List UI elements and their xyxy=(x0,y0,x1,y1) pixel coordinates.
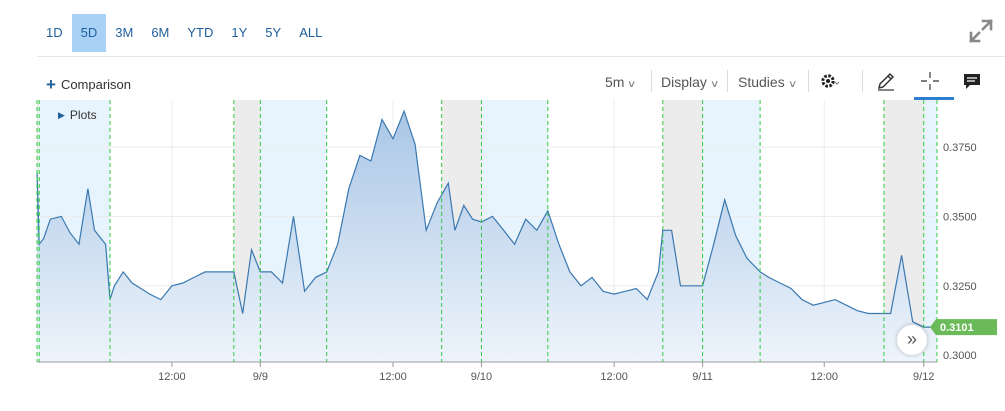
scroll-to-latest-button[interactable]: » xyxy=(897,325,927,355)
chevron-down-icon: ∨ xyxy=(787,79,798,90)
range-5y-button[interactable]: 5Y xyxy=(265,25,282,40)
display-label: Display xyxy=(661,74,707,90)
range-6m-button[interactable]: 6M xyxy=(151,25,170,40)
toolbar-separator xyxy=(862,70,863,92)
y-tick-label: 0.3500 xyxy=(943,211,977,223)
plots-toggle[interactable]: ▶ Plots xyxy=(58,108,97,122)
session-shade xyxy=(923,100,937,362)
last-price-badge: 0.3101 xyxy=(930,319,997,336)
comparison-button[interactable]: + Comparison xyxy=(46,75,131,95)
crosshair-icon[interactable] xyxy=(919,70,941,92)
last-price-label: 0.3101 xyxy=(940,322,974,334)
x-tick-label: 12:00 xyxy=(810,371,838,383)
y-tick-label: 0.3750 xyxy=(943,142,977,154)
pencil-draw-icon[interactable] xyxy=(875,70,897,92)
expand-icon[interactable] xyxy=(968,18,994,44)
interval-label: 5m xyxy=(605,74,625,90)
settings-gear-icon[interactable] xyxy=(819,70,841,92)
toolbar-separator xyxy=(808,70,809,92)
x-tick-label: 9/9 xyxy=(253,371,268,383)
x-tick-label: 12:00 xyxy=(379,371,407,383)
range-5d-button[interactable]: 5D xyxy=(71,14,107,52)
range-1d-button[interactable]: 1D xyxy=(46,25,63,40)
toolbar-divider xyxy=(37,56,1005,57)
comment-icon[interactable] xyxy=(961,70,983,92)
range-3m-button[interactable]: 3M xyxy=(115,25,134,40)
y-tick-label: 0.3250 xyxy=(943,281,977,293)
triangle-right-icon: ▶ xyxy=(58,110,65,120)
price-line xyxy=(36,109,937,328)
studies-dropdown[interactable]: Studies ∨ xyxy=(738,74,798,90)
range-1y-button[interactable]: 1Y xyxy=(231,25,248,40)
active-tool-indicator xyxy=(914,97,954,100)
chevron-down-icon: ∨ xyxy=(627,79,637,90)
x-tick-label: 9/12 xyxy=(913,371,934,383)
chevron-down-icon: ∨ xyxy=(709,79,720,90)
x-tick-label: 9/11 xyxy=(692,371,713,383)
price-chart[interactable]: 0.3750 0.3500 0.3250 0.3000 12:00 9/9 12:00 9/… xyxy=(0,100,1005,400)
x-tick-label: 12:00 xyxy=(158,371,186,383)
comparison-label: Comparison xyxy=(60,77,132,92)
studies-label: Studies xyxy=(738,74,785,90)
range-selector: 1D 5D 3M 6M YTD 1Y 5Y ALL xyxy=(0,14,420,52)
plots-label: Plots xyxy=(69,108,97,122)
display-dropdown[interactable]: Display ∨ xyxy=(661,74,720,90)
range-ytd-button[interactable]: YTD xyxy=(187,25,214,40)
x-tick-label: 12:00 xyxy=(600,371,628,383)
interval-dropdown[interactable]: 5m ∨ xyxy=(605,74,637,90)
toolbar-separator xyxy=(727,70,728,92)
chart-toolbar: + Comparison 5m ∨ Display ∨ Studies ∨ xyxy=(0,66,1005,100)
price-area xyxy=(37,111,937,362)
x-tick-label: 9/10 xyxy=(471,371,492,383)
y-tick-label: 0.3000 xyxy=(943,350,977,362)
toolbar-separator xyxy=(651,70,652,92)
plus-icon: + xyxy=(46,75,56,94)
range-all-button[interactable]: ALL xyxy=(299,25,323,40)
